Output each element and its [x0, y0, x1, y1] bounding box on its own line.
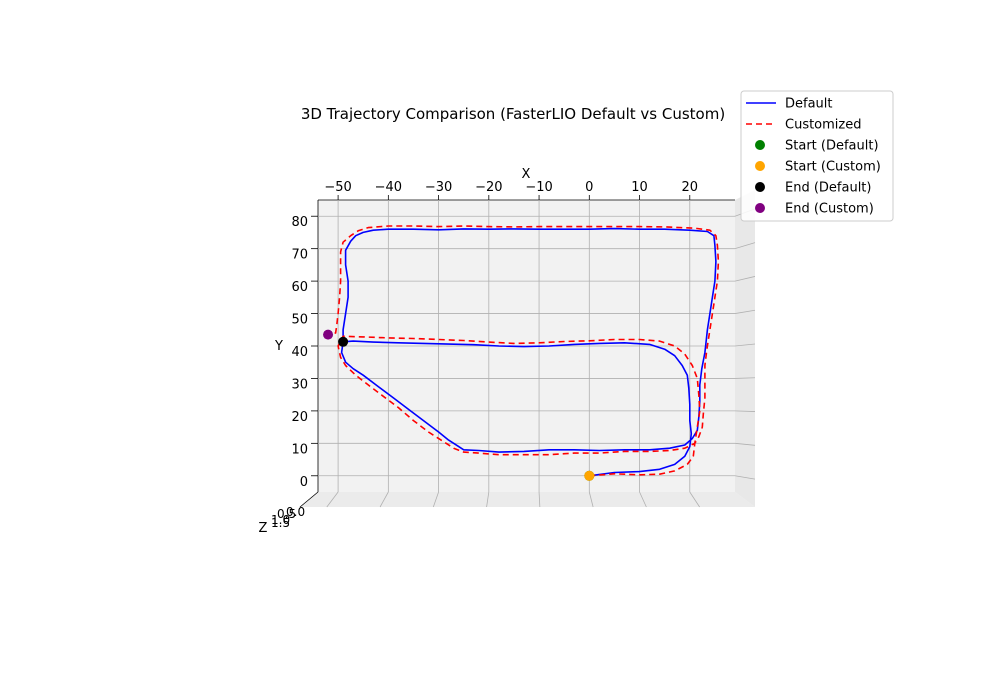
- floor-gridline: [486, 491, 490, 508]
- legend-swatch-dot: [755, 161, 765, 171]
- side-gridline: [734, 475, 756, 480]
- plot-series: [327, 225, 720, 477]
- legend-swatch-dot: [755, 203, 765, 213]
- series-line-default: [340, 227, 717, 477]
- legend-label: End (Custom): [785, 202, 874, 217]
- legend-swatch-dot: [755, 182, 765, 192]
- floor-gridline: [639, 491, 647, 508]
- z-axis-label: Z: [259, 521, 268, 536]
- y-ticks: 0 10 20 30 40 50 60 70 80: [291, 215, 318, 490]
- side-gridline: [734, 343, 756, 347]
- x-tick-label: 20: [682, 180, 699, 195]
- y-tick-label: 30: [291, 377, 308, 392]
- legend: Default Customized Start (Default) Start (C…: [740, 90, 894, 222]
- marker-start-custom: [584, 470, 595, 481]
- chart-title: 3D Trajectory Comparison (FasterLIO Defa…: [301, 105, 725, 123]
- z-ticks: 0.5 0.0 1.0 1.5: [271, 505, 305, 530]
- z-tick-label: 0.5: [277, 507, 296, 521]
- x-axis-label: X: [522, 167, 531, 182]
- legend-label: Start (Custom): [785, 160, 881, 175]
- legend-frame: [740, 90, 894, 222]
- floor-gridline: [326, 491, 339, 508]
- legend-label: Customized: [785, 118, 862, 133]
- z-tick-label: 1.0: [271, 513, 290, 527]
- legend-swatch-dot: [755, 140, 765, 150]
- z-edge: [299, 491, 319, 508]
- floor-gridline: [432, 491, 439, 508]
- y-tick-label: 10: [291, 442, 308, 457]
- side-gridline: [734, 377, 756, 379]
- side-gridline: [734, 442, 756, 446]
- y-tick-label: 0: [300, 475, 308, 490]
- x-tick-label: −10: [525, 180, 552, 195]
- x-tick-label: −20: [475, 180, 502, 195]
- y-axis-label: Y: [274, 339, 283, 354]
- legend-label: End (Default): [785, 181, 871, 196]
- side-gridline: [734, 410, 756, 412]
- marker-end-default: [338, 336, 349, 347]
- y-tick-label: 40: [291, 345, 308, 360]
- z-tick-label: 0.0: [286, 505, 305, 519]
- x-tick-label: 0: [585, 180, 593, 195]
- x-ticks: −50 −40 −30 −20 −10 0 10 20: [324, 180, 698, 200]
- side-pane: [735, 190, 755, 507]
- legend-label: Default: [785, 97, 833, 112]
- y-tick-label: 80: [291, 215, 308, 230]
- x-tick-label: −30: [425, 180, 452, 195]
- plot-markers: [323, 329, 595, 481]
- floor-gridline: [588, 491, 594, 508]
- x-tick-label: 10: [631, 180, 648, 195]
- axes-panes: [299, 190, 755, 508]
- y-tick-label: 60: [291, 280, 308, 295]
- legend-label: Start (Default): [785, 139, 879, 154]
- side-gridline: [734, 242, 756, 250]
- z-tick-label: 1.5: [271, 516, 290, 530]
- floor-gridline: [538, 491, 541, 508]
- series-line-customized: [327, 225, 720, 477]
- floor-gridline: [689, 491, 700, 508]
- x-tick-label: −50: [324, 180, 351, 195]
- x-tick-label: −40: [375, 180, 402, 195]
- floor-gridline: [379, 491, 389, 508]
- y-tick-label: 50: [291, 313, 308, 328]
- y-tick-label: 20: [291, 410, 308, 425]
- marker-end-custom: [323, 329, 334, 340]
- y-tick-label: 70: [291, 248, 308, 263]
- floor-pane: [300, 492, 755, 507]
- side-gridline: [734, 309, 756, 314]
- side-gridline: [734, 276, 756, 282]
